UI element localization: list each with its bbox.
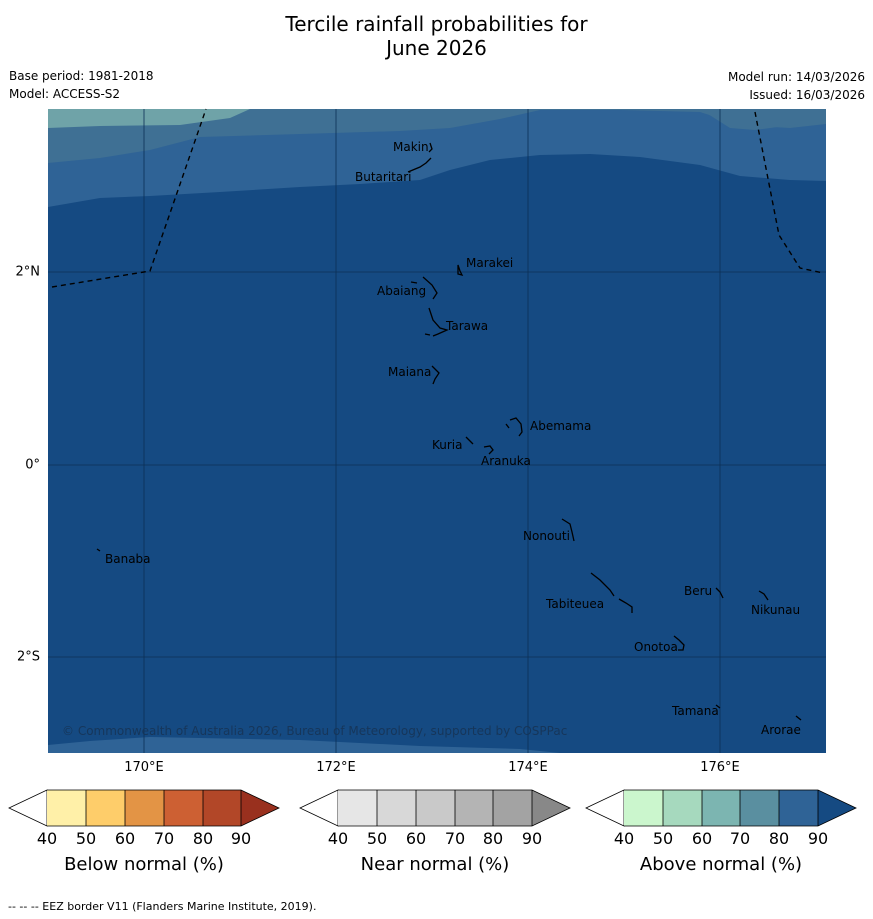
colorbar-below-high-arrow xyxy=(241,790,279,826)
colorbar-near-tick-40: 40 xyxy=(327,829,349,848)
colorbar-above-tick-60: 60 xyxy=(691,829,713,848)
place-label-abemama: Abemama xyxy=(530,419,591,433)
title-line-1: Tercile rainfall probabilities for xyxy=(285,12,588,36)
place-label-makin: Makin xyxy=(393,140,429,154)
colorbar-below-tick-60: 60 xyxy=(114,829,136,848)
colorbar-above-bin-2 xyxy=(663,790,702,826)
island-outlines xyxy=(96,142,802,721)
place-label-tamana: Tamana xyxy=(671,704,719,718)
map-figure: Makin Butaritari Marakei Abaiang Tarawa … xyxy=(8,108,857,827)
colorbar-below-tick-80: 80 xyxy=(192,829,214,848)
place-label-kuria: Kuria xyxy=(432,438,463,452)
colorbar-below-low-arrow xyxy=(8,789,48,827)
colorbar-near-bin-5 xyxy=(493,790,532,826)
colorbar-near-bin-4 xyxy=(455,790,493,826)
model-run-date: Model run: 14/03/2026 xyxy=(727,70,865,84)
colorbar-above-tick-70: 70 xyxy=(729,829,751,848)
copyright-notice: © Commonwealth of Australia 2026, Bureau… xyxy=(62,724,568,738)
place-labels: Makin Butaritari Marakei Abaiang Tarawa … xyxy=(105,140,801,737)
above-normal-70-region-east xyxy=(700,109,826,130)
colorbar-near-bin-1 xyxy=(338,790,377,826)
colorbar-near-tick-50: 50 xyxy=(366,829,388,848)
colorbar-above-tick-40: 40 xyxy=(613,829,635,848)
place-label-butaritari: Butaritari xyxy=(355,170,412,184)
colorbar-above-bin-4 xyxy=(740,790,779,826)
colorbar-below-tick-40: 40 xyxy=(36,829,58,848)
colorbar-below-bin-5 xyxy=(203,790,241,826)
place-label-arorae: Arorae xyxy=(761,723,801,737)
colorbar-above-label: Above normal (%) xyxy=(639,854,803,875)
colorbar-near-tick-70: 70 xyxy=(444,829,466,848)
place-label-beru: Beru xyxy=(684,584,712,598)
eez-footnote: -- -- -- EEZ border V11 (Flanders Marine… xyxy=(8,900,317,913)
place-label-banaba: Banaba xyxy=(105,552,151,566)
place-label-aranuka: Aranuka xyxy=(481,454,531,468)
place-label-maiana: Maiana xyxy=(388,365,431,379)
colorbar-near-tick-90: 90 xyxy=(521,829,543,848)
colorbar-above-bin-1 xyxy=(624,790,663,826)
colorbar-near-tick-80: 80 xyxy=(482,829,504,848)
colorbar-near-bin-2 xyxy=(377,790,416,826)
base-period: Base period: 1981-2018 xyxy=(9,69,154,83)
colorbar-above-tick-90: 90 xyxy=(807,829,829,848)
lat-label-2s: 2°S xyxy=(16,649,40,665)
place-label-tarawa: Tarawa xyxy=(445,319,488,333)
lon-label-172e: 172°E xyxy=(316,760,356,775)
lon-label-174e: 174°E xyxy=(508,760,548,775)
lon-label-170e: 170°E xyxy=(124,760,164,775)
colorbar-above-tick-80: 80 xyxy=(768,829,790,848)
colorbar-near-label: Near normal (%) xyxy=(360,854,510,875)
place-label-abaiang: Abaiang xyxy=(377,284,426,298)
colorbar-near-low-arrow xyxy=(299,789,339,827)
place-label-nonouti: Nonouti xyxy=(523,529,570,543)
lon-label-176e: 176°E xyxy=(700,760,740,775)
colorbar-above-normal xyxy=(585,789,857,827)
colorbar-below-tick-70: 70 xyxy=(153,829,175,848)
colorbar-near-tick-60: 60 xyxy=(405,829,427,848)
map-title: Tercile rainfall probabilities for June … xyxy=(0,12,873,60)
lat-label-0: 0° xyxy=(25,457,40,473)
colorbar-below-bin-2 xyxy=(86,790,125,826)
colorbar-below-bin-1 xyxy=(47,790,86,826)
colorbar-near-bin-3 xyxy=(416,790,455,826)
lat-label-2n: 2°N xyxy=(15,264,41,280)
above-normal-90-region xyxy=(48,109,826,753)
colorbar-above-low-arrow xyxy=(585,789,625,827)
colorbar-near-high-arrow xyxy=(532,790,570,826)
place-label-onotoa: Onotoa xyxy=(634,640,678,654)
colorbar-above-high-arrow xyxy=(818,790,856,826)
colorbar-above-bin-3 xyxy=(702,790,740,826)
colorbar-below-normal xyxy=(8,789,280,827)
model-name: Model: ACCESS-S2 xyxy=(9,87,121,101)
issued-date: Issued: 16/03/2026 xyxy=(749,88,865,102)
graticule xyxy=(48,109,826,753)
colorbar-below-bin-4 xyxy=(164,790,203,826)
title-line-2: June 2026 xyxy=(386,36,487,60)
place-label-marakei: Marakei xyxy=(466,256,513,270)
place-label-nikunau: Nikunau xyxy=(751,603,800,617)
colorbar-above-tick-50: 50 xyxy=(652,829,674,848)
colorbar-below-tick-90: 90 xyxy=(230,829,252,848)
colorbar-below-bin-3 xyxy=(125,790,164,826)
above-normal-80-region-south xyxy=(48,737,560,753)
place-label-tabiteuea: Tabiteuea xyxy=(545,597,604,611)
above-normal-60-region xyxy=(48,109,250,128)
colorbar-below-label: Below normal (%) xyxy=(64,854,224,875)
eez-borders xyxy=(51,108,824,288)
colorbar-near-normal xyxy=(299,789,571,827)
probability-field xyxy=(48,109,826,753)
colorbar-below-tick-50: 50 xyxy=(75,829,97,848)
colorbar-above-bin-5 xyxy=(779,790,818,826)
above-normal-70-region xyxy=(48,109,826,163)
